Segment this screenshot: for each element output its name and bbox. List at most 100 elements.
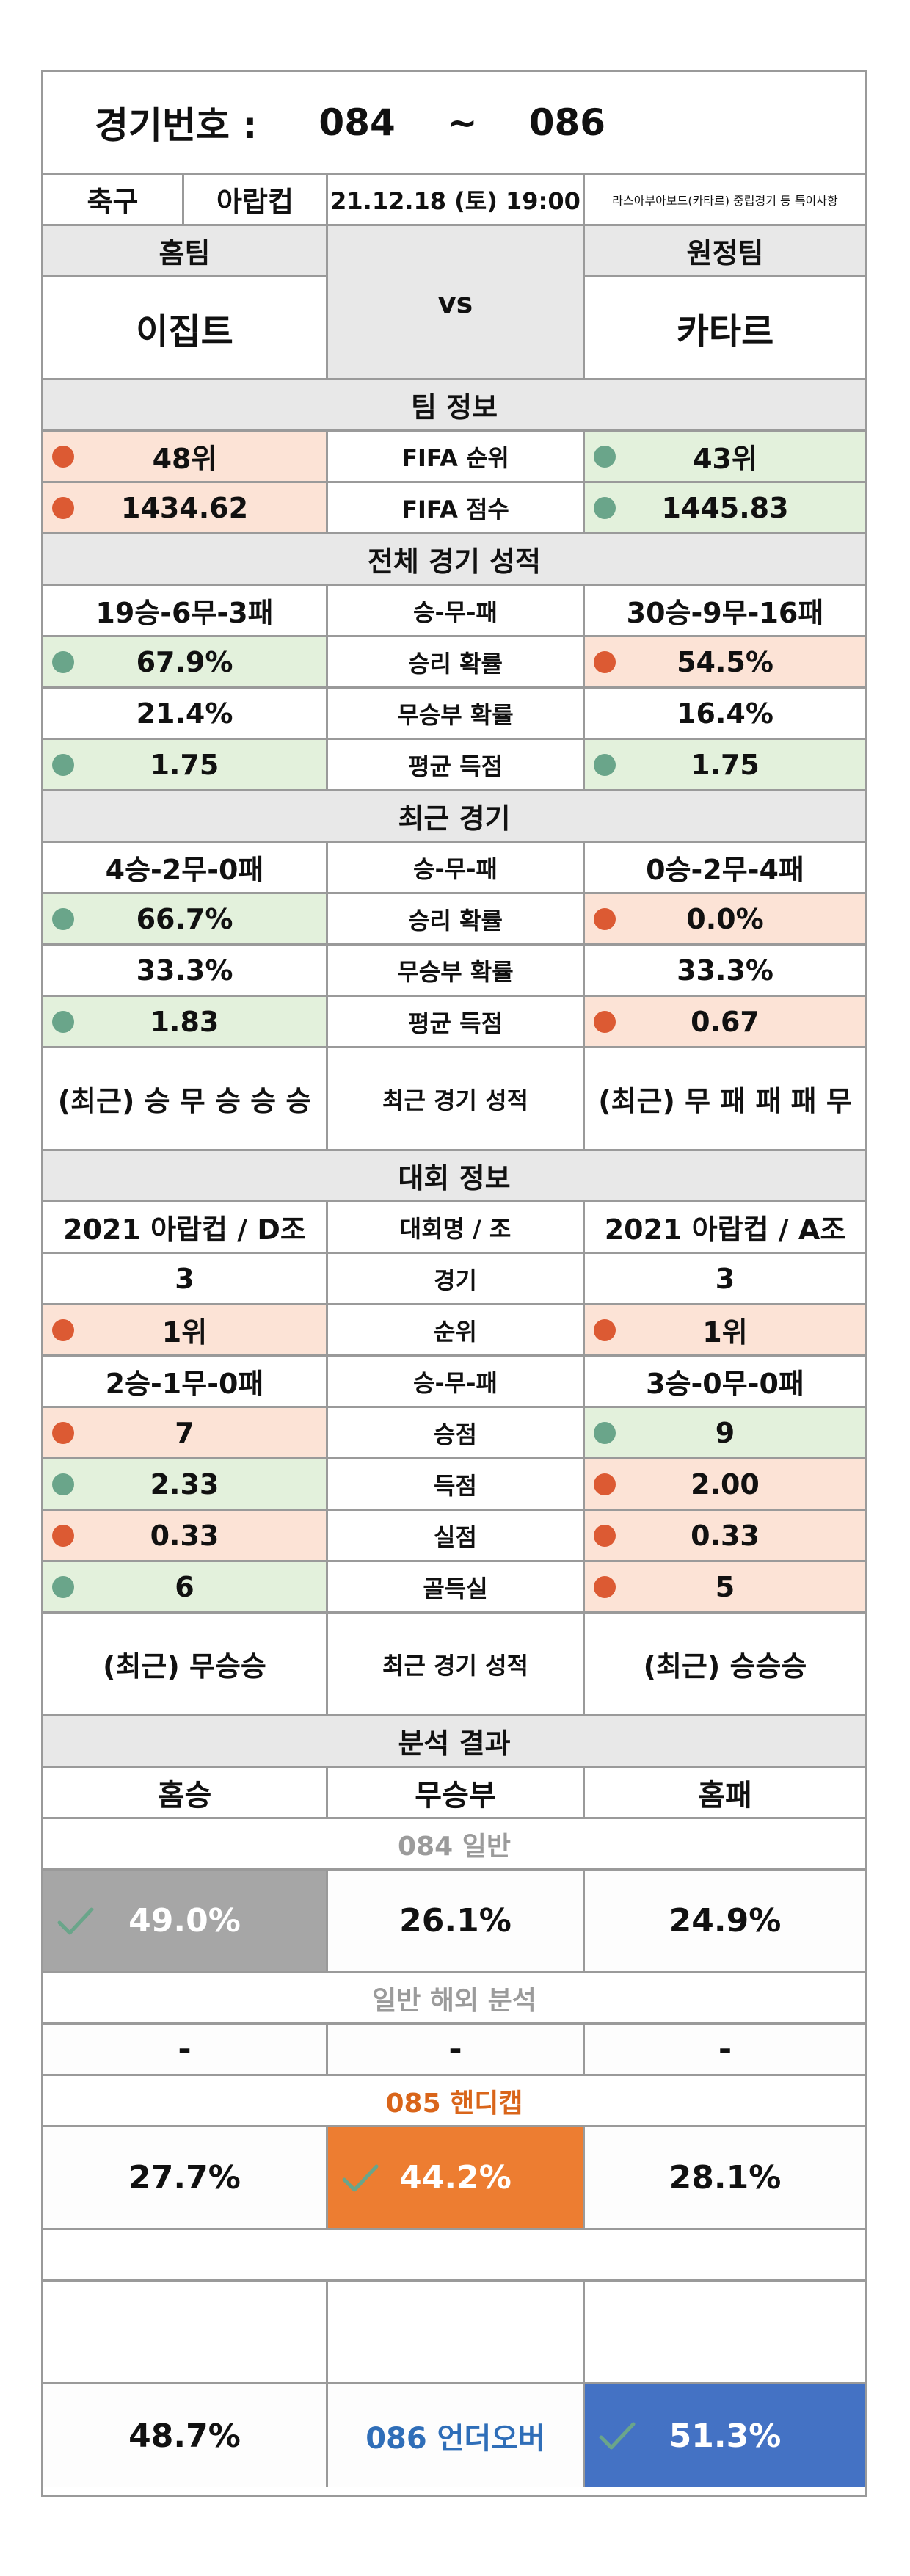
red-dot-icon: [52, 445, 74, 468]
tournament-away-value: 5: [715, 1570, 735, 1603]
away-team: 카타르: [676, 311, 774, 352]
recent-row: 1.83 평균 득점 0.67: [43, 997, 865, 1048]
recent-away-value: 0.0%: [686, 902, 764, 935]
tournament-label-cell: 승점: [328, 1408, 585, 1457]
tournament-title: 대회 정보: [43, 1151, 865, 1200]
underover-prob-row: 48.7% 086 언더오버 51.3%: [43, 2384, 865, 2487]
green-dot-icon: [594, 445, 616, 468]
recent-form-label: 최근 경기 성적: [328, 1048, 585, 1149]
recent-home-cell: 4승-2무-0패: [43, 843, 328, 892]
overall-label-value: 평균 득점: [408, 752, 503, 780]
tournament-home-value: 2.33: [150, 1467, 219, 1501]
overall-row: 1.75 평균 득점 1.75: [43, 740, 865, 791]
tournament-home-cell: 2021 아랍컵 / D조: [43, 1202, 328, 1252]
tournament-home-value: 6: [175, 1570, 194, 1603]
team-info-away-value: 43위: [693, 443, 757, 475]
tournament-label-value: 경기: [434, 1266, 477, 1294]
header-to: 086: [528, 101, 606, 144]
recent-label-cell: 무승부 확률: [328, 946, 585, 995]
recent-row: 4승-2무-0패 승-무-패 0승-2무-4패: [43, 843, 865, 894]
recent-away-value: 33.3%: [677, 954, 774, 987]
recent-home-cell: 1.83: [43, 997, 328, 1046]
tournament-away-value: 9: [715, 1416, 735, 1449]
team-label-row: 홈팀 vs 원정팀: [43, 226, 865, 380]
red-dot-icon: [594, 1575, 616, 1598]
analysis-title-row: 분석 결과: [43, 1716, 865, 1768]
overall-home-value: 67.9%: [136, 645, 233, 678]
recent-home-value: 1.83: [150, 1005, 219, 1038]
handicap-label-row: 085 핸디캡: [43, 2076, 865, 2127]
recent-home-value: 4승-2무-0패: [105, 854, 264, 886]
red-dot-icon: [594, 1524, 616, 1547]
recent-label-value: 승리 확률: [408, 906, 503, 935]
analysis-column-header: 무승부: [328, 1768, 585, 1817]
general-home-cell: 49.0%: [43, 1871, 328, 1971]
home-team: 이집트: [43, 277, 328, 378]
datetime: 21.12.18 (토) 19:00: [328, 175, 585, 224]
overseas-prob-row: ---: [43, 2025, 865, 2076]
handicap-draw-cell: 44.2%: [328, 2127, 585, 2228]
team-info-home-cell: 1434.62: [43, 483, 328, 532]
overall-home-cell: 21.4%: [43, 689, 328, 738]
team-info-away-cell: 1445.83: [585, 483, 865, 532]
analysis-column-header: 홈패: [698, 1778, 752, 1813]
overall-label-cell: 승-무-패: [328, 586, 585, 635]
handicap-away-value: 28.1%: [669, 2159, 782, 2196]
tournament-form-label: 최근 경기 성적: [328, 1614, 585, 1714]
general-home-value: 49.0%: [128, 1902, 241, 1940]
tournament-away-value: 2.00: [691, 1467, 760, 1501]
overseas-draw-cell: -: [328, 2025, 585, 2074]
overall-label-cell: 평균 득점: [328, 740, 585, 789]
team-info-away-value: 1445.83: [661, 491, 789, 524]
green-dot-icon: [52, 650, 74, 673]
tournament-label-cell: 대회명 / 조: [328, 1202, 585, 1252]
tournament-label-value: 실점: [434, 1523, 477, 1551]
overall-home-cell: 67.9%: [43, 637, 328, 686]
tournament-label-value: 대회명 / 조: [399, 1214, 512, 1243]
tournament-form-home: (최근) 무승승: [43, 1614, 328, 1714]
header-tilde: ~: [446, 101, 478, 144]
overall-row: 19승-6무-3패 승-무-패 30승-9무-16패: [43, 586, 865, 637]
general-away-cell: 24.9%: [585, 1871, 865, 1971]
handicap-away-cell: 28.1%: [585, 2127, 865, 2228]
tournament-label-value: 승-무-패: [413, 1368, 498, 1397]
team-info-title-row: 팀 정보: [43, 380, 865, 432]
tournament-home-value: 2021 아랍컵 / D조: [63, 1213, 306, 1246]
blank-row: [43, 2230, 865, 2282]
tournament-away-cell: 5: [585, 1562, 865, 1611]
check-icon: [55, 1901, 96, 1942]
recent-away-value: 0.67: [691, 1005, 760, 1038]
vs-label: vs: [328, 226, 585, 380]
handicap-home-value: 27.7%: [128, 2159, 241, 2196]
tournament-away-cell: 3: [585, 1254, 865, 1303]
red-dot-icon: [594, 907, 616, 930]
tournament-home-cell: 0.33: [43, 1511, 328, 1560]
tournament-away-cell: 2.00: [585, 1459, 865, 1509]
overseas-home-value: -: [178, 2031, 192, 2068]
tournament-form-away: (최근) 승승승: [643, 1650, 807, 1683]
team-name-row: 이집트 카타르: [43, 277, 865, 380]
underover-under-cell: 48.7%: [43, 2384, 328, 2487]
underover-over-cell: 51.3%: [585, 2384, 865, 2487]
handicap-prob-row: 27.7% 44.2% 28.1%: [43, 2127, 865, 2230]
green-dot-icon: [52, 907, 74, 930]
general-label: 084 일반: [398, 1831, 511, 1862]
overseas-label-row: 일반 해외 분석: [43, 1973, 865, 2025]
recent-home-value: 33.3%: [136, 954, 233, 987]
analysis-title: 분석 결과: [43, 1716, 865, 1766]
away-label: 원정팀: [585, 226, 865, 277]
overall-away-value: 54.5%: [677, 645, 774, 678]
tournament-label-cell: 승-무-패: [328, 1357, 585, 1406]
underover-over-value: 51.3%: [669, 2417, 782, 2455]
overall-home-value: 1.75: [150, 748, 219, 781]
tournament-label-cell: 순위: [328, 1305, 585, 1354]
tournament-row: 3 경기 3: [43, 1254, 865, 1305]
recent-label-value: 평균 득점: [408, 1009, 503, 1037]
overall-away-value: 1.75: [691, 748, 760, 781]
tournament-away-value: 3: [715, 1262, 735, 1295]
tournament-away-value: 1위: [702, 1316, 748, 1349]
overall-away-cell: 30승-9무-16패: [585, 586, 865, 635]
general-label-row: 084 일반: [43, 1819, 865, 1871]
recent-label-cell: 승리 확률: [328, 894, 585, 943]
red-dot-icon: [52, 496, 74, 519]
